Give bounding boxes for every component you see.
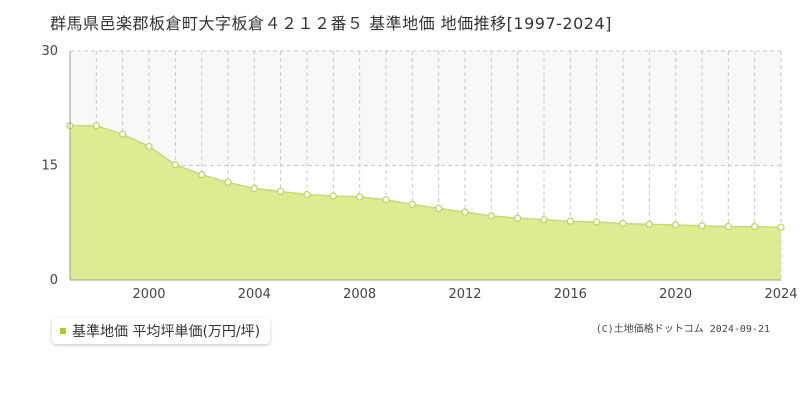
data-point: [487, 212, 495, 220]
data-point: [698, 222, 706, 230]
data-point: [619, 219, 627, 228]
x-tick-label: 2024: [764, 287, 797, 302]
data-point: [356, 193, 364, 201]
data-point: [92, 122, 100, 130]
data-point: [145, 142, 153, 151]
y-tick-label: 0: [50, 273, 58, 288]
x-tick-label: 2016: [554, 287, 587, 302]
data-point: [198, 171, 206, 179]
y-tick-label: 15: [41, 159, 58, 174]
data-point: [724, 222, 732, 231]
chart-title: 群馬県邑楽郡板倉町大字板倉４２１２番５ 基準地価 地価推移[1997-2024]: [50, 14, 612, 33]
x-tick-label: 2000: [132, 287, 165, 302]
x-tick-label: 2012: [448, 287, 481, 302]
legend-swatch: [60, 328, 66, 334]
x-tick-label: 2008: [343, 287, 376, 302]
data-point: [382, 196, 390, 204]
data-point: [777, 223, 785, 231]
x-tick-label: 2020: [659, 287, 692, 302]
data-point: [566, 217, 574, 225]
x-tick-label: 2004: [238, 287, 271, 302]
data-point: [514, 214, 522, 222]
data-point: [593, 218, 601, 226]
legend-label: 基準地価 平均坪単価(万円/坪): [72, 324, 261, 340]
data-point: [303, 190, 311, 199]
data-point: [540, 216, 548, 224]
series-line: [70, 125, 782, 229]
data-point: [408, 200, 416, 209]
data-point: [645, 220, 653, 228]
copyright: (C)土地価格ドットコム 2024-09-21: [595, 324, 770, 335]
data-point: [250, 184, 258, 192]
data-point: [435, 204, 443, 212]
data-point: [751, 222, 759, 231]
legend: 基準地価 平均坪単価(万円/坪): [52, 318, 271, 344]
data-point: [672, 221, 680, 229]
data-point: [119, 130, 127, 138]
data-point: [277, 187, 285, 196]
data-point: [224, 178, 232, 186]
data-point: [329, 192, 337, 200]
series-area: [70, 125, 781, 280]
data-point: [461, 208, 469, 216]
plot-upper-band: [70, 51, 781, 166]
data-point: [171, 161, 179, 169]
y-tick-label: 30: [41, 44, 58, 59]
